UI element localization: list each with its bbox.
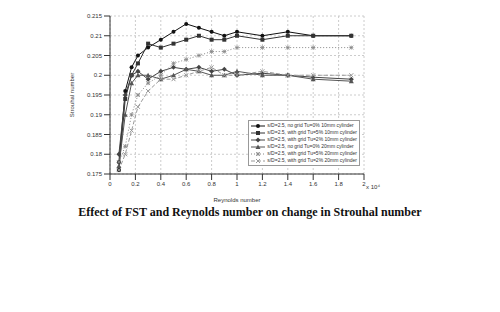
html-text:x 10⁴: x 10⁴ (366, 184, 380, 190)
svg-text:1.6: 1.6 (309, 181, 318, 187)
svg-text:0.4: 0.4 (157, 181, 166, 187)
svg-text:0.18: 0.18 (90, 151, 102, 157)
svg-text:0.215: 0.215 (87, 13, 103, 19)
svg-text:0.8: 0.8 (207, 181, 216, 187)
svg-text:1.2: 1.2 (258, 181, 267, 187)
svg-text:1.8: 1.8 (334, 181, 343, 187)
svg-text:0: 0 (108, 181, 112, 187)
html-text:s/D=2.5, with grid Tu=5% 10mm: s/D=2.5, with grid Tu=5% 10mm cylinder (267, 129, 357, 135)
svg-text:1.4: 1.4 (284, 181, 293, 187)
svg-text:Strouhal number: Strouhal number (69, 73, 75, 117)
svg-text:0.2: 0.2 (94, 72, 103, 78)
html-text:Effect of FST and Reynolds num: Effect of FST and Reynolds number on cha… (78, 205, 422, 219)
svg-text:0.205: 0.205 (87, 53, 103, 59)
svg-text:0.6: 0.6 (182, 181, 191, 187)
html-text:s/D=2.5, with grid Tu=5% 20mm: s/D=2.5, with grid Tu=5% 20mm cylinder (267, 150, 357, 156)
svg-text:Reynolds number: Reynolds number (213, 197, 260, 203)
svg-text:0.21: 0.21 (90, 33, 102, 39)
svg-text:0.175: 0.175 (87, 171, 103, 177)
svg-text:0.2: 0.2 (131, 181, 140, 187)
svg-text:0.195: 0.195 (87, 92, 103, 98)
html-text:s/D=2.5, with grid Tu=2% 10mm: s/D=2.5, with grid Tu=2% 10mm cylinder (267, 136, 357, 142)
svg-text:1: 1 (235, 181, 239, 187)
svg-text:0.19: 0.19 (90, 112, 102, 118)
svg-text:0.185: 0.185 (87, 132, 103, 138)
svg-text:2: 2 (362, 181, 366, 187)
html-text:s/D=2.5, with grid Tu=2% 20mm: s/D=2.5, with grid Tu=2% 20mm cylinder (267, 157, 357, 163)
html-text:s/D=2.5, no grid Tu=0% 20mm cy: s/D=2.5, no grid Tu=0% 20mm cylinder (267, 143, 354, 149)
html-text:s/D=2.5, no grid Tu=0% 10mm cy: s/D=2.5, no grid Tu=0% 10mm cylinder (267, 122, 354, 128)
